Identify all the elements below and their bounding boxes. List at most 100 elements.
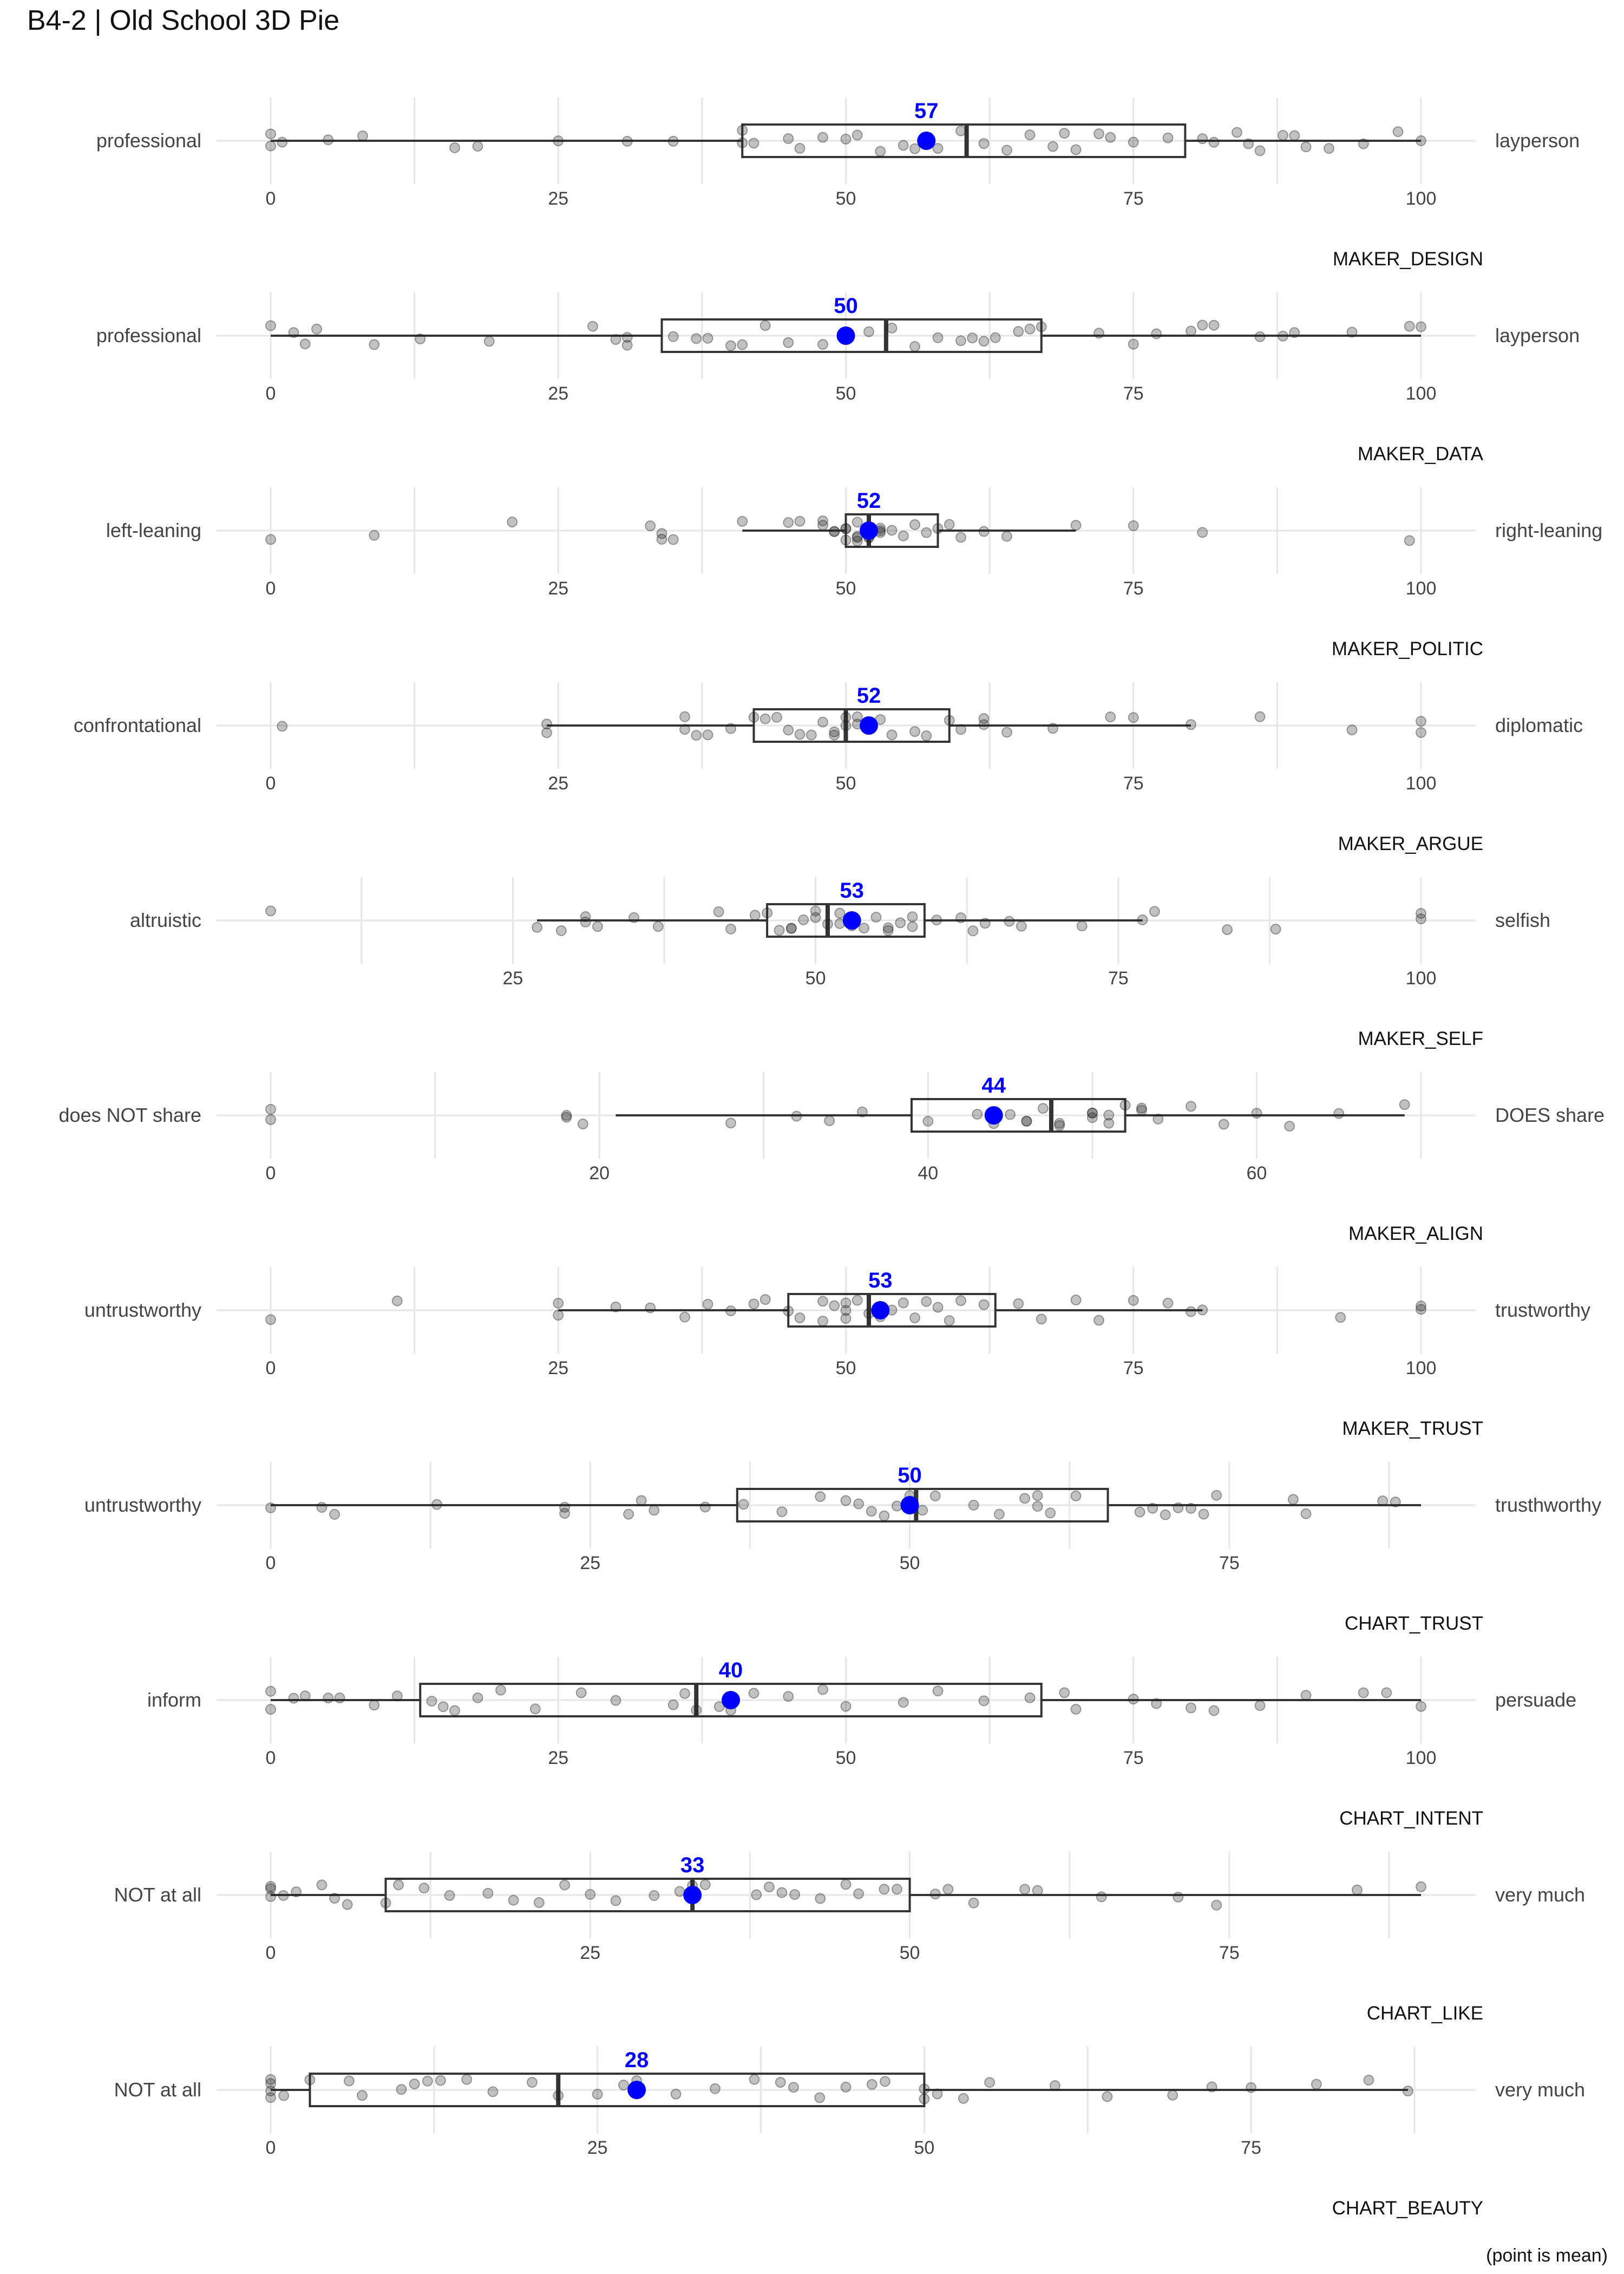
tick-label: 50 (836, 1358, 856, 1378)
data-point (699, 1501, 711, 1513)
panel-name: MAKER_DESIGN (1333, 249, 1483, 270)
data-point (702, 729, 713, 741)
right-label: persuade (1495, 1689, 1576, 1711)
data-point (702, 332, 713, 344)
data-point (817, 1684, 828, 1695)
data-point (853, 1498, 865, 1510)
data-point (817, 716, 828, 728)
data-point (329, 1508, 340, 1520)
data-point (1208, 136, 1220, 148)
data-point (265, 534, 276, 545)
data-point (532, 922, 543, 933)
data-point (1404, 535, 1415, 546)
data-point (829, 526, 840, 537)
data-point (645, 1302, 656, 1314)
data-point (1270, 924, 1281, 935)
data-point (710, 2083, 721, 2094)
iqr-box (910, 1098, 1127, 1133)
data-point (1346, 326, 1358, 338)
tick-label: 0 (266, 383, 276, 404)
data-point (679, 724, 690, 735)
data-point (265, 1502, 276, 1513)
data-point (978, 1695, 990, 1707)
data-point (853, 1888, 865, 1899)
mean-point (683, 1886, 702, 1904)
data-point (393, 1879, 404, 1891)
data-point (791, 1110, 802, 1122)
data-point (840, 133, 852, 145)
data-point (968, 1499, 979, 1511)
data-point (1032, 1490, 1043, 1501)
tick-label: 0 (266, 578, 276, 599)
data-point (1289, 327, 1300, 338)
data-point (265, 2078, 276, 2089)
data-point (907, 911, 918, 923)
data-point (932, 1685, 944, 1697)
data-point (1019, 1884, 1031, 1895)
data-point (691, 333, 702, 344)
tick-label: 60 (1247, 1163, 1267, 1184)
tick-label: 0 (266, 1163, 276, 1184)
data-point (852, 129, 863, 141)
data-point (1001, 727, 1012, 738)
data-point (1105, 132, 1116, 143)
data-point (1416, 1301, 1426, 1312)
data-point (788, 2082, 799, 2093)
data-point (932, 332, 944, 343)
data-point (1254, 145, 1266, 156)
data-point (329, 1893, 340, 1904)
data-point (1232, 127, 1242, 138)
data-point (1278, 129, 1288, 141)
data-point (748, 711, 759, 723)
data-point (944, 715, 955, 726)
data-point (748, 138, 759, 149)
data-point (817, 132, 828, 143)
tick-label: 100 (1406, 773, 1437, 794)
data-point (1197, 133, 1208, 145)
data-point (955, 1295, 966, 1306)
data-point (922, 1115, 934, 1127)
data-point (391, 1295, 403, 1306)
data-point (1254, 1700, 1266, 1711)
data-point (785, 923, 797, 935)
data-point (561, 1110, 572, 1121)
data-point (817, 520, 828, 531)
data-point (840, 1313, 852, 1324)
data-point (508, 1894, 519, 1906)
data-point (311, 323, 322, 335)
data-point (1032, 1501, 1043, 1512)
data-point (691, 1704, 702, 1716)
iqr-box (384, 1878, 911, 1912)
data-point (1211, 1899, 1222, 1911)
data-point (299, 338, 311, 350)
left-label: professional (96, 324, 201, 347)
data-point (1013, 326, 1024, 337)
data-point (369, 1700, 380, 1711)
mean-point (900, 1496, 919, 1514)
data-point (265, 1685, 276, 1697)
data-point (610, 1895, 621, 1906)
tick-label: 0 (266, 1748, 276, 1768)
data-point (1136, 1105, 1147, 1116)
data-point (323, 1693, 334, 1704)
data-point (541, 727, 552, 739)
left-label: professional (96, 129, 201, 152)
data-point (978, 526, 990, 537)
data-point (852, 517, 863, 528)
data-point (1021, 1116, 1032, 1127)
data-point (882, 922, 894, 933)
data-point (798, 914, 809, 925)
data-point (774, 925, 785, 936)
data-point (1059, 128, 1070, 139)
mean-label: 50 (834, 294, 858, 318)
data-point (879, 1510, 890, 1521)
data-point (875, 146, 886, 157)
tick-label: 25 (587, 2138, 608, 2158)
mean-label: 52 (857, 684, 881, 708)
data-point (1086, 1112, 1098, 1123)
data-point (610, 1695, 621, 1706)
data-point (1402, 2085, 1413, 2096)
data-point (529, 1703, 541, 1715)
mean-point (627, 2081, 646, 2099)
